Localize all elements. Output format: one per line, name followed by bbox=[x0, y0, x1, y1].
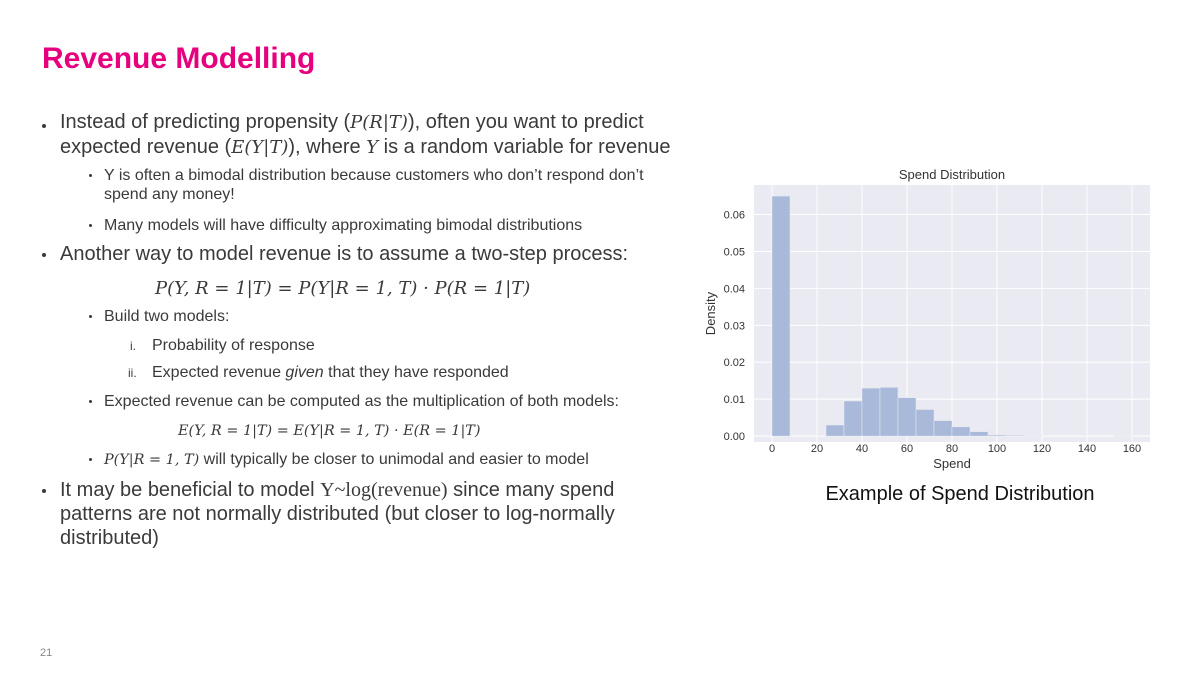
histogram-bar bbox=[933, 420, 953, 437]
histogram-bar bbox=[1005, 435, 1025, 437]
y-tick-label: 0.02 bbox=[724, 357, 745, 369]
text-run: Many models will have difficulty approxi… bbox=[104, 217, 583, 234]
list-marker: ii. bbox=[128, 366, 137, 380]
text-run: It may be beneficial to model bbox=[60, 479, 321, 501]
text-run: is a random variable for revenue bbox=[378, 136, 671, 158]
histogram-bar bbox=[771, 195, 791, 437]
x-tick-label: 160 bbox=[1123, 443, 1141, 455]
bullet-text: Expected revenue can be computed as the … bbox=[104, 392, 619, 411]
text-run: Y is often a bimodal distribution becaus… bbox=[104, 167, 644, 203]
bullet bbox=[89, 174, 92, 177]
text-run: ), where bbox=[288, 136, 367, 158]
x-axis-label: Spend bbox=[933, 456, 971, 471]
rm-text: Y~log(revenue) bbox=[320, 479, 448, 501]
histogram-bar bbox=[915, 409, 935, 437]
bullet bbox=[89, 315, 92, 318]
histogram-bar bbox=[987, 434, 1007, 437]
bullet-text: Y is often a bimodal distribution becaus… bbox=[104, 166, 684, 204]
equation: E(Y, R = 1|T) = E(Y|R = 1, T) · E(R = 1|… bbox=[178, 421, 481, 441]
bullet-text: P(Y|R = 1, T) will typically be closer t… bbox=[104, 450, 589, 470]
page-number: 21 bbox=[40, 647, 53, 659]
bullet bbox=[89, 458, 92, 461]
histogram-bar bbox=[825, 424, 845, 437]
text-run: since many spend patterns are not normal… bbox=[60, 479, 615, 549]
math-text: E(Y, R = 1|T) = E(Y|R = 1, T) · E(R = 1|… bbox=[178, 423, 481, 439]
histogram-bar bbox=[897, 397, 917, 437]
x-tick-label: 20 bbox=[811, 443, 823, 455]
text-run: Another way to model revenue is to assum… bbox=[60, 243, 629, 265]
bullet-text: Instead of predicting propensity (P(R|T)… bbox=[60, 110, 700, 160]
bullet bbox=[42, 489, 46, 493]
y-tick-label: 0.05 bbox=[724, 246, 745, 258]
math-text: P(Y, R = 1|T) = P(Y|R = 1, T) · P(R = 1|… bbox=[155, 278, 531, 299]
histogram-bar bbox=[969, 431, 989, 437]
histogram-bar bbox=[861, 387, 881, 437]
math-text: P(R|T) bbox=[350, 112, 408, 133]
y-tick-label: 0.03 bbox=[724, 320, 745, 332]
x-tick-label: 0 bbox=[769, 443, 775, 455]
bullet bbox=[89, 400, 92, 403]
bullet bbox=[42, 124, 46, 128]
slide-title: Revenue Modelling bbox=[42, 42, 316, 75]
math-text: E(Y|T) bbox=[231, 137, 289, 158]
em-text: given bbox=[285, 364, 324, 381]
bullet-text: Another way to model revenue is to assum… bbox=[60, 242, 700, 266]
x-tick-label: 80 bbox=[946, 443, 958, 455]
y-axis-label: Density bbox=[703, 291, 718, 335]
bullet bbox=[89, 224, 92, 227]
x-tick-label: 100 bbox=[988, 443, 1006, 455]
histogram-bar bbox=[843, 400, 863, 437]
equation: P(Y, R = 1|T) = P(Y|R = 1, T) · P(R = 1|… bbox=[155, 276, 530, 301]
text-run: Build two models: bbox=[104, 308, 230, 325]
bullet-text: Expected revenue given that they have re… bbox=[152, 363, 509, 382]
text-run: will typically be closer to unimodal and… bbox=[199, 451, 589, 468]
text-run: ), often you want to predict expected re… bbox=[60, 111, 644, 158]
bullet-text: Many models will have difficulty approxi… bbox=[104, 216, 704, 235]
text-run: Probability of response bbox=[152, 337, 315, 354]
y-tick-label: 0.06 bbox=[724, 210, 745, 222]
chart-title: Spend Distribution bbox=[899, 167, 1005, 182]
y-tick-label: 0.04 bbox=[724, 283, 745, 295]
histogram-bar bbox=[951, 426, 971, 437]
bullet-text: It may be beneficial to model Y~log(reve… bbox=[60, 478, 640, 550]
list-marker: i. bbox=[130, 339, 136, 353]
x-tick-label: 60 bbox=[901, 443, 913, 455]
x-tick-label: 140 bbox=[1078, 443, 1096, 455]
y-tick-label: 0.00 bbox=[724, 431, 745, 443]
math-text: Y bbox=[366, 137, 379, 158]
bullet-text: Probability of response bbox=[152, 336, 315, 355]
bullet-text: Build two models: bbox=[104, 307, 229, 326]
text-run: Expected revenue bbox=[152, 364, 286, 381]
histogram-bar bbox=[879, 387, 899, 437]
math-text: P(Y|R = 1, T) bbox=[104, 452, 200, 468]
text-run: Instead of predicting propensity ( bbox=[60, 111, 351, 133]
x-tick-label: 120 bbox=[1033, 443, 1051, 455]
bullet bbox=[42, 253, 46, 257]
x-tick-label: 40 bbox=[856, 443, 868, 455]
text-run: Expected revenue can be computed as the … bbox=[104, 393, 619, 410]
y-tick-label: 0.01 bbox=[724, 394, 745, 406]
chart-caption: Example of Spend Distribution bbox=[825, 483, 1095, 505]
text-run: that they have responded bbox=[323, 364, 509, 381]
